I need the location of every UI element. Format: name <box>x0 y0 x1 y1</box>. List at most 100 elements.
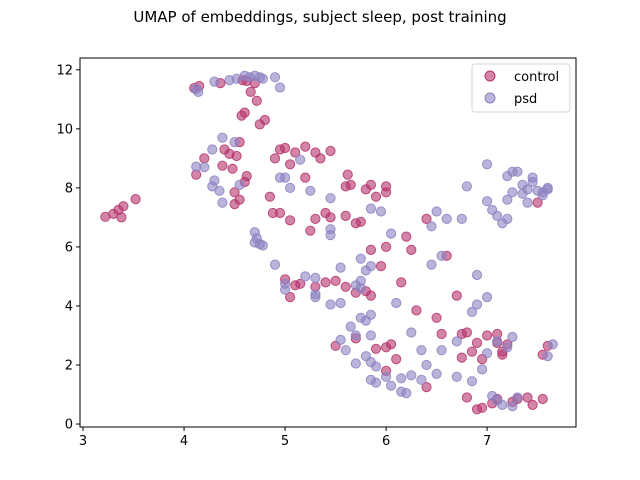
data-point-psd <box>350 330 361 341</box>
data-point-psd <box>461 181 472 192</box>
data-point-psd <box>441 213 452 224</box>
data-point-psd <box>406 327 417 338</box>
data-point-psd <box>269 259 281 270</box>
data-point-control <box>396 277 407 288</box>
data-point-psd <box>547 339 558 350</box>
data-point-psd <box>365 309 376 320</box>
data-point-psd <box>199 162 210 173</box>
data-point-control <box>245 86 256 98</box>
data-point-control <box>386 339 397 350</box>
y-tick-label: 4 <box>65 299 73 314</box>
data-point-control <box>477 402 488 413</box>
data-point-control <box>254 119 265 130</box>
data-point-psd <box>214 185 225 196</box>
data-point-psd <box>507 331 518 343</box>
data-point-psd <box>502 342 513 353</box>
data-point-psd <box>257 73 268 84</box>
data-point-psd <box>497 399 508 410</box>
data-point-psd <box>370 361 382 372</box>
data-point-psd <box>350 358 361 369</box>
data-point-control <box>370 191 382 202</box>
data-point-psd <box>386 228 397 239</box>
data-point-control <box>365 290 376 301</box>
data-point-psd <box>512 392 523 403</box>
data-point-psd <box>234 179 245 190</box>
data-point-control <box>130 194 141 205</box>
data-point-psd <box>426 221 437 232</box>
data-point-psd <box>325 299 336 310</box>
data-point-control <box>340 281 351 292</box>
data-point-control <box>264 191 275 202</box>
data-point-control <box>229 199 240 210</box>
data-point-control <box>236 110 247 121</box>
data-point-control <box>431 312 442 323</box>
data-point-psd <box>471 299 483 310</box>
data-point-control <box>436 328 447 340</box>
data-point-control <box>411 305 422 316</box>
legend-label-psd: psd <box>514 92 537 107</box>
data-point-control <box>280 142 291 154</box>
data-point-control <box>231 150 242 162</box>
x-tick-label: 5 <box>281 434 289 449</box>
data-point-psd <box>502 194 513 205</box>
data-point-psd <box>512 166 523 177</box>
x-tick-label: 3 <box>79 434 87 449</box>
data-point-control <box>325 145 336 157</box>
data-point-psd <box>451 336 462 347</box>
data-point-control <box>310 213 321 224</box>
data-point-psd <box>310 292 321 303</box>
y-tick-label: 12 <box>56 63 73 78</box>
data-point-psd <box>537 190 548 201</box>
data-point-control <box>355 216 366 227</box>
data-point-psd <box>497 218 508 229</box>
data-point-psd <box>456 213 467 224</box>
data-point-psd <box>269 72 281 83</box>
data-point-psd <box>217 197 228 208</box>
data-point-control <box>451 290 462 301</box>
data-point-control <box>532 197 543 208</box>
data-point-psd <box>542 351 553 362</box>
data-point-control <box>285 215 296 226</box>
data-point-psd <box>209 76 220 87</box>
data-point-control <box>285 159 296 170</box>
data-point-psd <box>229 137 240 148</box>
data-point-control <box>381 187 392 198</box>
data-point-control <box>320 277 331 288</box>
data-point-psd <box>285 182 296 193</box>
data-point-control <box>251 95 262 106</box>
data-point-control <box>466 346 478 357</box>
data-point-control <box>118 201 129 212</box>
data-point-psd <box>365 330 376 341</box>
data-point-psd <box>193 86 204 98</box>
data-point-psd <box>391 297 402 309</box>
data-point-control <box>229 187 240 198</box>
data-point-psd <box>416 345 427 356</box>
y-tick-label: 2 <box>65 359 73 374</box>
plot-frame <box>79 57 577 428</box>
x-tick-label: 6 <box>382 434 390 449</box>
data-point-psd <box>451 371 462 382</box>
data-point-control <box>269 153 281 164</box>
data-point-psd <box>345 321 356 332</box>
data-point-control <box>522 392 533 403</box>
data-point-psd <box>375 206 387 217</box>
data-point-control <box>421 213 432 224</box>
data-point-psd <box>340 345 351 356</box>
data-point-psd <box>355 283 366 294</box>
data-point-control <box>290 147 301 158</box>
data-point-control <box>199 153 210 164</box>
data-point-psd <box>482 348 493 359</box>
data-point-psd <box>300 271 311 282</box>
data-point-control <box>325 212 336 223</box>
data-point-psd <box>310 272 321 283</box>
legend-box <box>471 63 571 113</box>
data-point-control <box>471 337 483 348</box>
x-tick-label: 7 <box>483 434 491 449</box>
data-point-psd <box>335 297 346 309</box>
data-point-control <box>421 382 432 393</box>
data-point-psd <box>517 188 528 199</box>
legend-marker-control <box>484 70 496 82</box>
data-point-control <box>217 160 228 171</box>
data-point-control <box>295 278 306 289</box>
